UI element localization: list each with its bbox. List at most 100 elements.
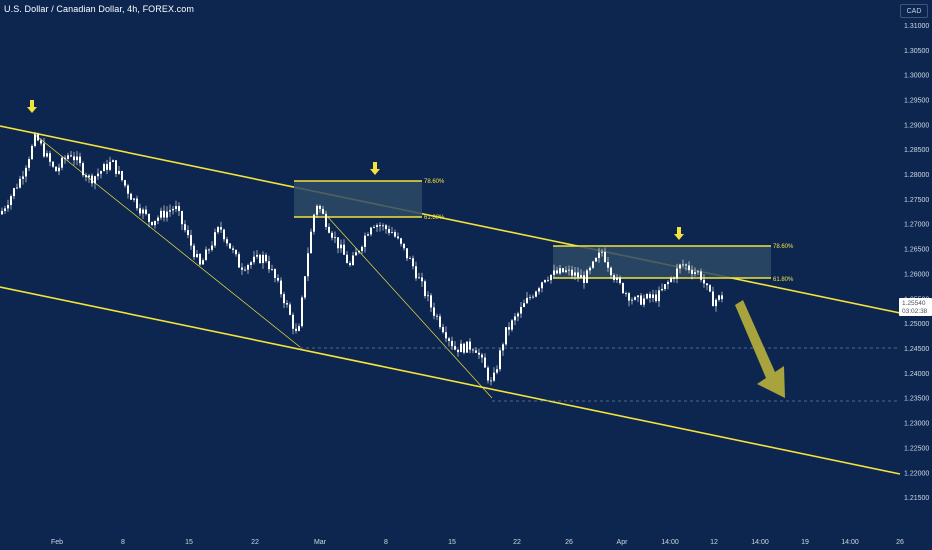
candle-body (625, 293, 627, 294)
candle-body (376, 225, 378, 227)
candle-body (85, 175, 87, 178)
candle-body (577, 272, 579, 278)
candle-body (673, 278, 675, 279)
candle-body (187, 230, 189, 236)
candle-body (433, 307, 435, 316)
candle-body (388, 229, 390, 233)
candle-body (277, 277, 279, 281)
candle-body (382, 225, 384, 227)
candle-body (622, 283, 624, 294)
candle-body (454, 346, 456, 350)
candle-body (151, 221, 153, 226)
candle-body (373, 226, 375, 228)
y-tick-label: 1.26500 (904, 247, 929, 254)
candle-body (505, 327, 507, 345)
candle-body (586, 270, 588, 283)
candle-body (274, 269, 276, 278)
candle-body (694, 272, 696, 274)
candle-body (211, 245, 213, 250)
candle-body (367, 234, 369, 236)
y-tick-label: 1.21500 (904, 495, 929, 502)
candle-body (256, 254, 258, 257)
candlestick-series (1, 131, 723, 386)
candle-body (19, 178, 21, 188)
candle-body (640, 295, 642, 305)
candle-body (571, 269, 573, 276)
candle-body (610, 267, 612, 276)
candle-body (322, 208, 324, 214)
candle-body (190, 235, 192, 246)
candle-body (496, 369, 498, 373)
candle-body (160, 210, 162, 218)
candle-body (301, 297, 303, 327)
x-tick-label: 8 (384, 539, 388, 546)
candle-body (439, 316, 441, 328)
time-axis[interactable]: Feb 8 15 22 Mar 8 15 22 26 Apr 14:00 12 14:00 19 14:00… (51, 539, 904, 546)
candle-body (349, 263, 351, 266)
candle-body (268, 261, 270, 270)
y-tick-label: 1.29000 (904, 122, 929, 129)
candle-body (331, 232, 333, 238)
candle-body (202, 260, 204, 265)
candle-body (259, 254, 261, 264)
candle-body (688, 265, 690, 271)
candle-body (154, 220, 156, 226)
candle-body (565, 270, 567, 273)
price-axis[interactable]: 1.31000 1.30500 1.30000 1.29500 1.29000 1.285… (904, 23, 929, 502)
candle-body (106, 164, 108, 170)
currency-button[interactable]: CAD (900, 4, 928, 18)
candle-body (403, 243, 405, 249)
candle-body (316, 205, 318, 215)
down-arrow-icon (674, 227, 684, 240)
candle-body (97, 173, 99, 177)
x-tick-label: 12 (710, 539, 718, 546)
candle-body (109, 161, 111, 170)
candle-body (709, 285, 711, 292)
candle-body (142, 209, 144, 214)
candle-body (562, 268, 564, 273)
candle-body (697, 271, 699, 273)
candle-body (352, 255, 354, 266)
candle-body (223, 229, 225, 240)
candle-body (538, 288, 540, 292)
candle-body (502, 344, 504, 351)
candle-body (361, 246, 363, 251)
candle-body (52, 161, 54, 167)
candle-body (394, 232, 396, 237)
candle-body (442, 327, 444, 333)
candle-body (358, 250, 360, 253)
candle-body (289, 304, 291, 315)
candle-body (76, 156, 78, 161)
fib-zone-2-top-label: 78.60% (773, 244, 794, 250)
candle-body (715, 299, 717, 307)
candle-body (415, 266, 417, 279)
candle-body (37, 134, 39, 141)
candle-body (400, 238, 402, 244)
candle-body (163, 210, 165, 218)
candle-body (700, 271, 702, 280)
candle-body (517, 313, 519, 317)
x-tick-label: Apr (617, 539, 629, 546)
candle-body (40, 140, 42, 144)
y-tick-label: 1.23500 (904, 396, 929, 403)
down-arrow-icon (370, 162, 380, 175)
candle-body (628, 293, 630, 301)
candle-body (304, 276, 306, 298)
candle-body (184, 224, 186, 231)
candle-body (88, 175, 90, 178)
down-arrow-icon (27, 100, 37, 113)
chart-title: U.S. Dollar / Canadian Dollar, 4h, FOREX… (4, 4, 194, 14)
candle-body (418, 277, 420, 279)
candle-body (463, 343, 465, 353)
candle-body (244, 269, 246, 271)
candle-body (595, 257, 597, 262)
candle-body (637, 295, 639, 298)
candle-body (265, 254, 267, 262)
candle-body (28, 159, 30, 168)
y-tick-label: 1.24500 (904, 346, 929, 353)
candle-body (445, 332, 447, 339)
candle-body (124, 180, 126, 186)
candle-body (484, 357, 486, 368)
candle-body (235, 249, 237, 255)
